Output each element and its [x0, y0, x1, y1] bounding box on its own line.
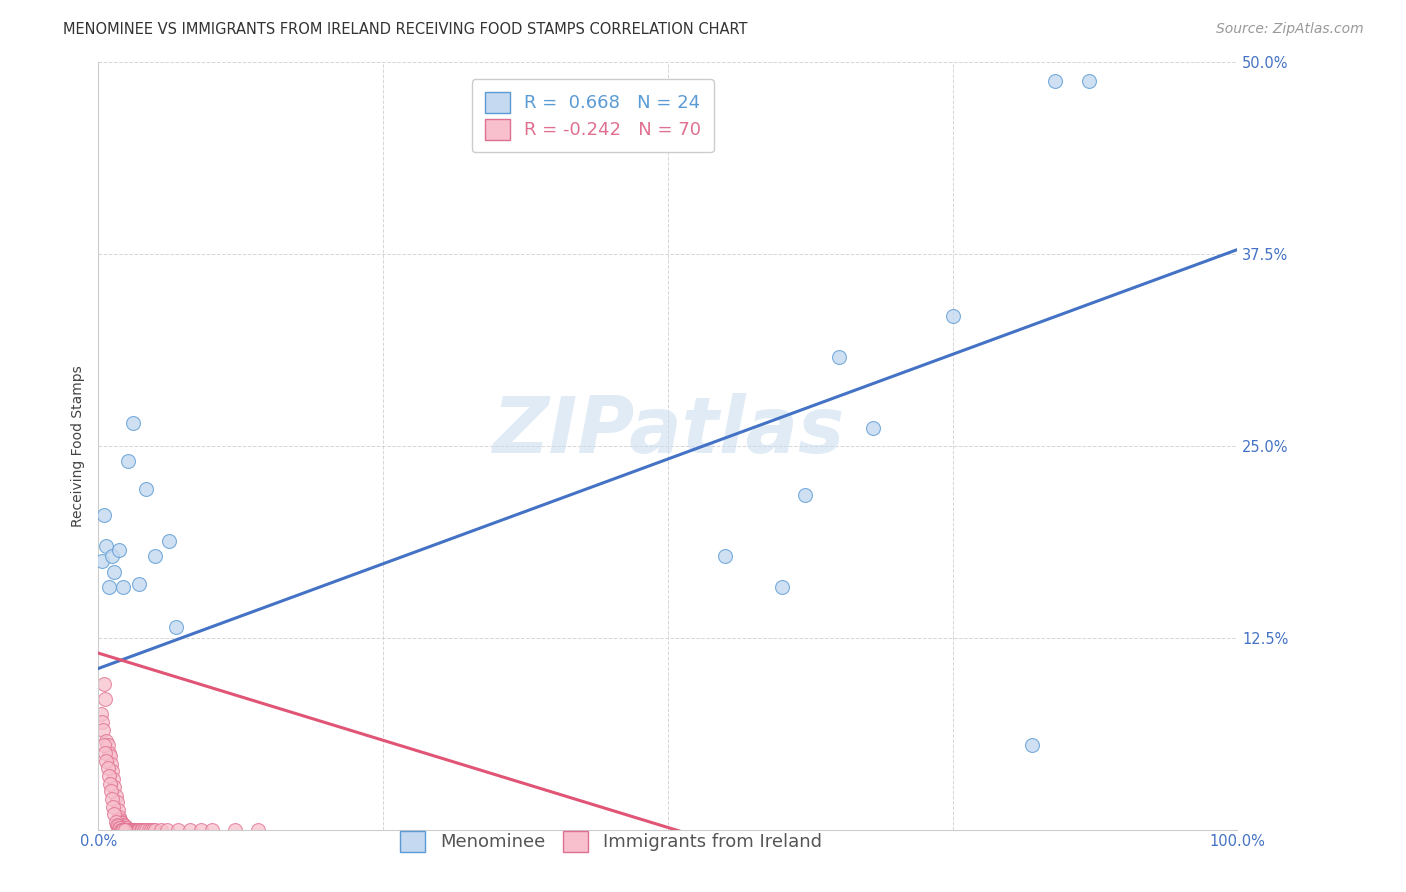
- Point: [94, 692, 117, 706]
- Point: [770, 580, 793, 594]
- Point: [110, 822, 132, 837]
- Point: [114, 821, 136, 835]
- Point: [179, 822, 201, 837]
- Point: [97, 769, 120, 783]
- Point: [96, 539, 118, 553]
- Legend: Menominee, Immigrants from Ireland: Menominee, Immigrants from Ireland: [389, 821, 832, 863]
- Point: [121, 822, 143, 837]
- Point: [125, 822, 148, 837]
- Point: [105, 818, 128, 832]
- Point: [115, 821, 138, 835]
- Point: [127, 822, 149, 837]
- Text: MENOMINEE VS IMMIGRANTS FROM IRELAND RECEIVING FOOD STAMPS CORRELATION CHART: MENOMINEE VS IMMIGRANTS FROM IRELAND REC…: [63, 22, 748, 37]
- Point: [862, 420, 884, 434]
- Point: [246, 822, 269, 837]
- Point: [108, 810, 131, 824]
- Point: [1021, 738, 1043, 752]
- Point: [96, 738, 118, 752]
- Point: [132, 822, 155, 837]
- Point: [138, 822, 160, 837]
- Point: [96, 754, 118, 768]
- Point: [139, 822, 162, 837]
- Point: [128, 577, 150, 591]
- Point: [112, 580, 135, 594]
- Point: [90, 715, 112, 730]
- Point: [157, 534, 180, 549]
- Point: [112, 818, 135, 832]
- Point: [828, 350, 851, 364]
- Point: [103, 807, 125, 822]
- Point: [121, 416, 143, 430]
- Point: [93, 738, 115, 752]
- Point: [124, 822, 146, 837]
- Point: [110, 814, 132, 829]
- Point: [104, 814, 127, 829]
- Point: [96, 733, 118, 747]
- Point: [111, 816, 134, 830]
- Point: [142, 822, 165, 837]
- Point: [101, 549, 124, 564]
- Point: [100, 756, 122, 771]
- Point: [103, 772, 125, 786]
- Point: [97, 580, 120, 594]
- Point: [93, 677, 115, 691]
- Point: [793, 488, 815, 502]
- Point: [118, 822, 141, 837]
- Point: [97, 746, 120, 760]
- Point: [108, 821, 131, 835]
- Point: [224, 822, 246, 837]
- Point: [150, 822, 173, 837]
- Point: [120, 822, 142, 837]
- Point: [120, 822, 142, 837]
- Point: [100, 784, 122, 798]
- Point: [714, 549, 737, 564]
- Point: [103, 565, 125, 579]
- Point: [90, 707, 112, 722]
- Point: [135, 822, 157, 837]
- Point: [1078, 74, 1101, 88]
- Point: [156, 822, 179, 837]
- Point: [117, 822, 139, 837]
- Point: [96, 761, 118, 775]
- Point: [122, 822, 145, 837]
- Point: [127, 822, 149, 837]
- Point: [201, 822, 224, 837]
- Point: [101, 764, 124, 779]
- Point: [112, 822, 135, 837]
- Point: [103, 780, 125, 794]
- Point: [128, 822, 150, 837]
- Point: [90, 554, 112, 568]
- Point: [129, 822, 152, 837]
- Point: [114, 820, 136, 834]
- Point: [101, 792, 124, 806]
- Point: [111, 822, 134, 837]
- Point: [108, 821, 131, 835]
- Point: [190, 822, 212, 837]
- Point: [167, 822, 190, 837]
- Text: Source: ZipAtlas.com: Source: ZipAtlas.com: [1216, 22, 1364, 37]
- Point: [93, 508, 115, 522]
- Point: [942, 309, 965, 323]
- Text: ZIPatlas: ZIPatlas: [492, 392, 844, 468]
- Point: [108, 814, 131, 828]
- Point: [98, 776, 121, 790]
- Point: [131, 822, 153, 837]
- Point: [145, 822, 167, 837]
- Point: [105, 795, 128, 809]
- Point: [165, 620, 187, 634]
- Point: [108, 543, 131, 558]
- Point: [145, 549, 167, 564]
- Point: [91, 723, 114, 737]
- Point: [1043, 74, 1066, 88]
- Point: [98, 748, 121, 763]
- Point: [107, 820, 129, 834]
- Point: [107, 803, 129, 817]
- Point: [94, 746, 117, 760]
- Point: [117, 454, 139, 468]
- Point: [135, 482, 157, 496]
- Point: [104, 789, 127, 803]
- Point: [103, 799, 125, 814]
- Point: [114, 822, 136, 837]
- Y-axis label: Receiving Food Stamps: Receiving Food Stamps: [70, 365, 84, 527]
